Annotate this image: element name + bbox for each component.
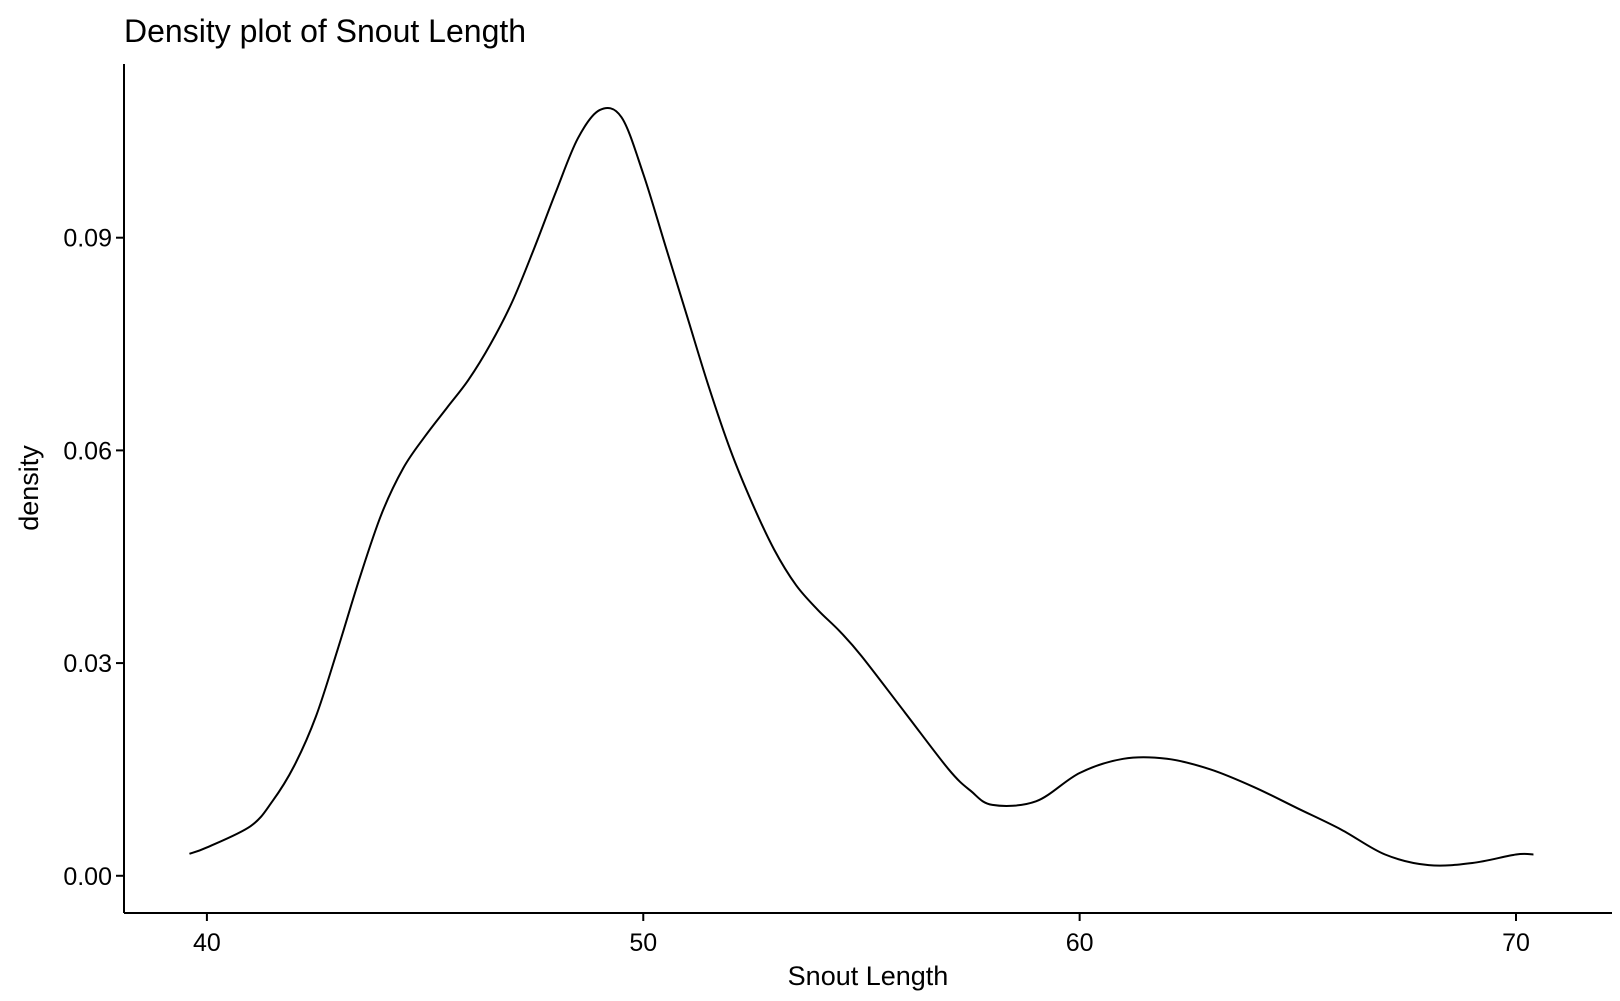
y-tick-label: 0.03 <box>63 650 112 678</box>
x-axis-ticks: 40 50 60 70 <box>193 913 1530 957</box>
y-tick-label: 0.00 <box>63 863 112 891</box>
y-tick-label: 0.09 <box>63 225 112 253</box>
y-axis-title: density <box>14 445 44 531</box>
x-axis-title: Snout Length <box>788 961 949 991</box>
x-tick-label: 50 <box>629 929 657 957</box>
y-tick-label: 0.06 <box>63 437 112 465</box>
x-tick-label: 70 <box>1502 929 1530 957</box>
y-axis-ticks: 0.00 0.03 0.06 0.09 <box>63 225 124 891</box>
chart-title: Density plot of Snout Length <box>124 13 526 49</box>
x-tick-label: 60 <box>1066 929 1094 957</box>
x-tick-label: 40 <box>193 929 221 957</box>
plot-area: 40 50 60 70 0.00 0.03 0.06 0.09 <box>63 64 1612 957</box>
density-curve <box>189 106 1534 867</box>
